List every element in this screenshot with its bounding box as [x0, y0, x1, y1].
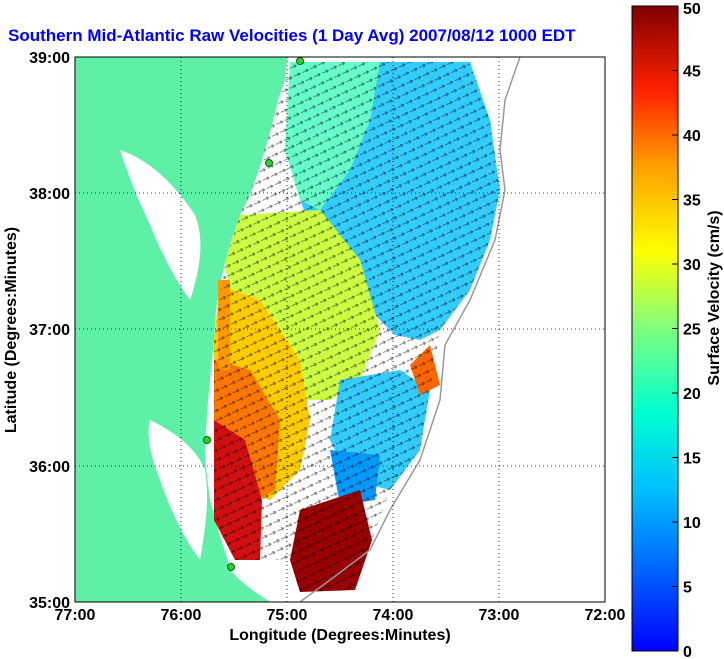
colorbar-tick-label: 25	[683, 322, 701, 339]
x-axis: 77:00 76:00 75:00 74:00 73:00 72:00 Long…	[55, 607, 626, 644]
y-tick-label: 38:00	[29, 186, 70, 203]
colorbar-tick-label: 45	[683, 64, 701, 81]
colorbar: Surface Velocity (cm/s) 0 5 10 15 20 25 30 35 40…	[631, 1, 723, 659]
colorbar-tick-label: 0	[683, 644, 692, 659]
sound-water	[148, 420, 208, 560]
bay-water	[120, 150, 201, 300]
x-tick-label: 77:00	[55, 607, 96, 624]
colorbar-tick-label: 15	[683, 451, 701, 468]
radar-site-marker	[296, 57, 304, 65]
grid-lines	[75, 57, 605, 602]
radar-site-marker	[265, 159, 273, 167]
colorbar-tick-label: 35	[683, 193, 701, 210]
y-axis-label: Latitude (Degrees:Minutes)	[3, 227, 20, 433]
x-tick-label: 72:00	[585, 607, 626, 624]
x-tick-label: 73:00	[479, 607, 520, 624]
radar-sites	[203, 57, 304, 571]
x-axis-label: Longitude (Degrees:Minutes)	[229, 627, 450, 644]
colorbar-gradient	[631, 5, 679, 652]
y-tick-label: 37:00	[29, 322, 70, 339]
x-tick-label: 74:00	[373, 607, 414, 624]
colorbar-tick-label: 40	[683, 128, 701, 145]
colorbar-tick-label: 5	[683, 580, 692, 597]
colorbar-tick-label: 10	[683, 515, 701, 532]
y-tick-label: 39:00	[29, 50, 70, 67]
colorbar-tick-label: 50	[683, 1, 701, 18]
y-tick-label: 35:00	[29, 595, 70, 612]
x-tick-label: 75:00	[267, 607, 308, 624]
x-tick-label: 76:00	[161, 607, 202, 624]
shelf-contour	[299, 57, 521, 602]
radar-site-marker	[227, 563, 235, 571]
colorbar-tick-label: 30	[683, 257, 701, 274]
y-axis: 39:00 38:00 37:00 36:00 35:00 Latitude (…	[3, 50, 70, 612]
colorbar-label: Surface Velocity (cm/s)	[706, 210, 723, 385]
velocity-vectors	[214, 62, 500, 592]
colorbar-tick-label: 20	[683, 386, 701, 403]
chart-title: Southern Mid-Atlantic Raw Velocities (1 …	[8, 26, 576, 45]
radar-site-marker	[203, 436, 211, 444]
y-tick-label: 36:00	[29, 459, 70, 476]
axes-frame	[74, 56, 606, 603]
